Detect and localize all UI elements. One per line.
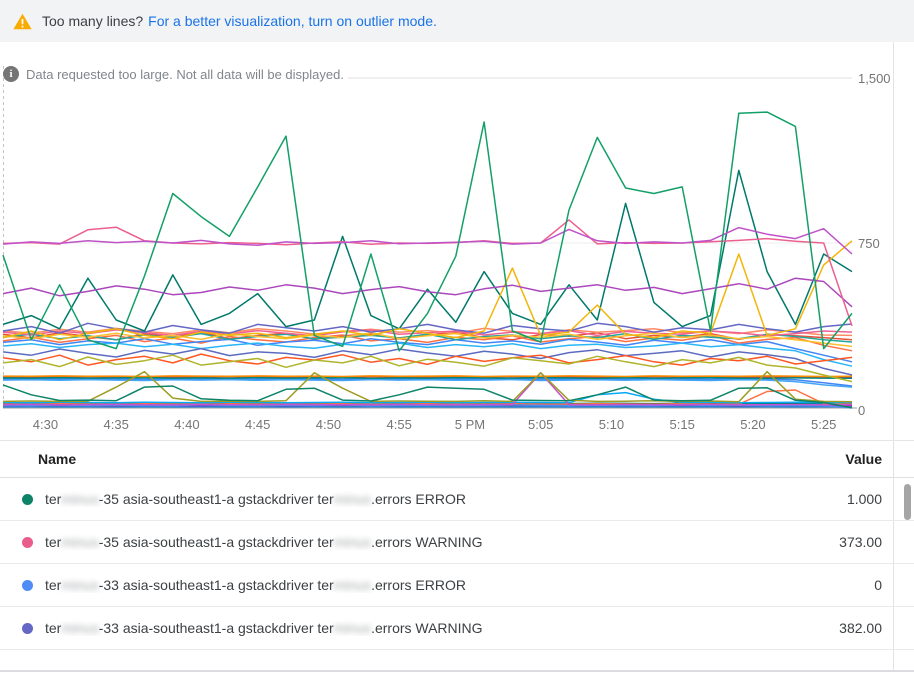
- warning-banner: Too many lines? For a better visualizati…: [0, 0, 914, 42]
- series-value: 382.00: [839, 620, 882, 636]
- legend-row[interactable]: terminus-33 asia-southeast1-a gstackdriv…: [0, 607, 914, 650]
- chart-line-slate-blue[interactable]: [2, 347, 853, 376]
- legend-row[interactable]: terminus-35 asia-southeast1-a gstackdriv…: [0, 521, 914, 564]
- x-tick-label: 5:10: [598, 417, 625, 432]
- redacted-text: minus: [333, 577, 372, 593]
- redacted-text: minus: [333, 534, 372, 550]
- chart-region: i Data requested too large. Not all data…: [0, 42, 914, 440]
- series-name: terminus-33 asia-southeast1-a gstackdriv…: [45, 577, 466, 593]
- chart-line-terminus-35-warning[interactable]: [2, 219, 853, 327]
- chart-plot[interactable]: [0, 42, 914, 440]
- redacted-text: minus: [333, 491, 372, 507]
- x-tick-label: 5:05: [528, 417, 554, 432]
- legend-row[interactable]: terminus-35 asia-southeast1-a gstackdriv…: [0, 478, 914, 521]
- redacted-text: minus: [61, 577, 99, 593]
- x-tick-label: 4:55: [386, 417, 412, 432]
- series-value: 373.00: [839, 534, 882, 550]
- x-tick-label: 5:25: [811, 417, 837, 432]
- redacted-text: minus: [61, 491, 99, 507]
- outlier-mode-link[interactable]: For a better visualization, turn on outl…: [148, 13, 437, 29]
- legend-row[interactable]: terminus-33 asia-southeast1-a gstackdriv…: [0, 564, 914, 607]
- chart-line-band-teal[interactable]: [2, 376, 853, 380]
- chart-line-teal-dark[interactable]: [2, 169, 853, 332]
- chart-line-amber[interactable]: [2, 240, 853, 341]
- series-color-dot: [22, 536, 33, 548]
- x-tick-label: 4:30: [32, 417, 59, 432]
- legend-header-row: Name Value: [0, 441, 914, 478]
- chart-line-band-orange[interactable]: [2, 375, 853, 378]
- panel-right-divider: [893, 42, 894, 670]
- chart-line-violet-mid[interactable]: [2, 277, 853, 308]
- series-name: terminus-35 asia-southeast1-a gstackdriv…: [45, 534, 483, 550]
- warning-text: Too many lines?: [42, 13, 144, 29]
- redacted-text: minus: [61, 534, 99, 550]
- series-name: terminus-35 asia-southeast1-a gstackdriv…: [45, 491, 466, 507]
- legend-header-value[interactable]: Value: [845, 451, 882, 467]
- y-tick-label: 0: [858, 403, 866, 418]
- chart-line-band-lightblue[interactable]: [2, 378, 853, 388]
- legend-footer-strip: [0, 650, 914, 672]
- info-icon: i: [3, 66, 19, 82]
- chart-line-olive-low[interactable]: [2, 354, 853, 383]
- series-color-dot: [22, 579, 33, 591]
- legend-table: Name Value terminus-35 asia-southeast1-a…: [0, 440, 914, 672]
- legend-scrollbar-thumb[interactable]: [904, 484, 911, 520]
- legend-header-name[interactable]: Name: [38, 451, 77, 467]
- series-value: 1.000: [846, 491, 882, 507]
- warning-icon: [13, 13, 32, 29]
- chart-line-magenta-spike[interactable]: [2, 372, 853, 406]
- series-color-dot: [22, 622, 33, 634]
- series-name: terminus-33 asia-southeast1-a gstackdriv…: [45, 620, 483, 636]
- y-tick-label: 750: [858, 236, 880, 251]
- x-tick-label: 5 PM: [454, 417, 486, 432]
- data-too-large-notice: i Data requested too large. Not all data…: [3, 66, 348, 82]
- redacted-text: minus: [333, 620, 372, 636]
- x-tick-label: 4:35: [103, 417, 129, 432]
- chart-line-magenta[interactable]: [2, 226, 853, 255]
- x-tick-label: 5:20: [740, 417, 766, 432]
- chart-line-cluster-lightblue[interactable]: [2, 342, 853, 367]
- chart-line-bottom-lightblue[interactable]: [2, 391, 853, 404]
- chart-line-orange-red-low[interactable]: [2, 353, 853, 366]
- series-value: 0: [874, 577, 882, 593]
- y-tick-label: 1,500: [858, 71, 891, 86]
- chart-line-cluster-gold[interactable]: [2, 332, 853, 348]
- x-tick-label: 4:45: [245, 417, 271, 432]
- redacted-text: minus: [61, 620, 99, 636]
- x-tick-label: 5:15: [669, 417, 695, 432]
- x-tick-label: 4:40: [174, 417, 200, 432]
- series-color-dot: [22, 493, 33, 505]
- chart-line-terminus-35-error[interactable]: [2, 384, 853, 409]
- x-tick-label: 4:50: [315, 417, 342, 432]
- chart-line-green-main[interactable]: [2, 111, 853, 352]
- notice-text: Data requested too large. Not all data w…: [26, 66, 348, 82]
